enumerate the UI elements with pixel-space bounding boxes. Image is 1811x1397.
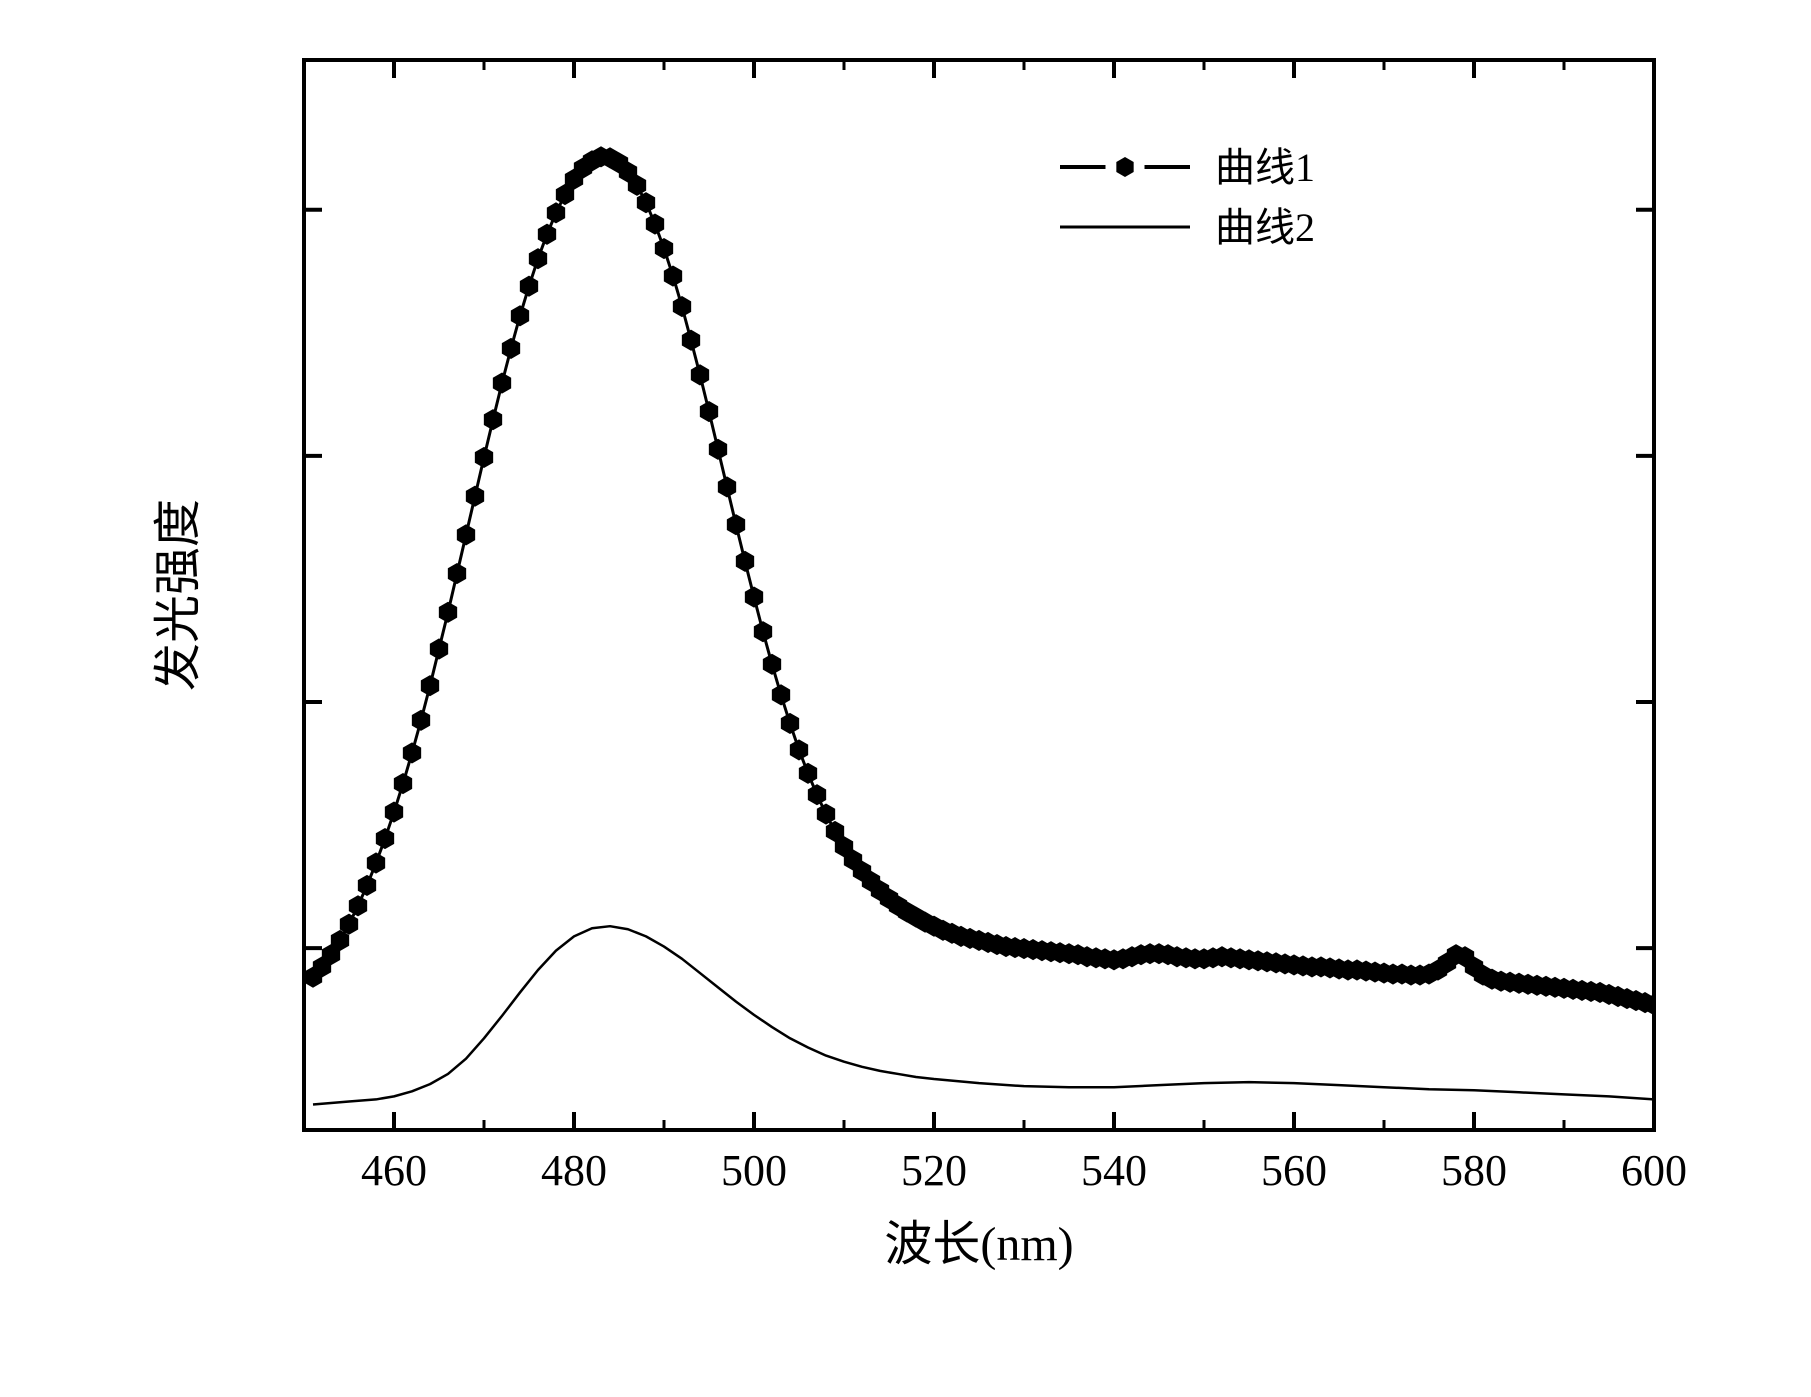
series-marker [394,774,411,794]
series-marker [709,439,726,459]
x-tick-label: 520 [901,1146,967,1195]
series-marker [421,676,438,696]
series-marker [727,515,744,535]
y-axis-label: 发光强度 [152,499,205,691]
series-marker [628,175,645,195]
series-marker [745,587,762,607]
series-marker [682,330,699,350]
series-marker [502,338,519,358]
series-marker [763,654,780,674]
series-marker [700,402,717,422]
series-marker [520,276,537,296]
series-marker [457,525,474,545]
series-marker [646,214,663,234]
series-marker [349,896,366,916]
x-tick-label: 580 [1441,1146,1507,1195]
series-marker [439,602,456,622]
series-marker [412,710,429,730]
series-marker [466,486,483,506]
series-marker [385,802,402,822]
series-marker [664,266,681,286]
series-marker [511,306,528,326]
chart-container: 460 480 500 520 540 560 580 600 波长(nm) 发光强度 曲线1 曲线2 [0,0,1811,1397]
x-tick-label: 540 [1081,1146,1147,1195]
series-marker [538,224,555,244]
series-marker [673,297,690,317]
spectrum-chart: 460 480 500 520 540 560 580 600 波长(nm) 发光强度 曲线1 曲线2 [0,0,1811,1397]
series-marker [529,249,546,269]
series-marker [637,193,654,213]
series-marker [475,447,492,467]
legend-label: 曲线1 [1215,145,1315,190]
series-marker [403,743,420,763]
series-marker [799,763,816,783]
x-tick-label: 500 [721,1146,787,1195]
x-tick-label: 480 [541,1146,607,1195]
series-marker [547,203,564,223]
series-marker [817,804,834,824]
legend-label: 曲线2 [1215,205,1315,250]
x-tick-label: 460 [361,1146,427,1195]
series-marker [736,551,753,571]
series-marker [493,373,510,393]
series-marker [718,477,735,497]
x-tick-label: 560 [1261,1146,1327,1195]
series-marker [808,785,825,805]
series-marker [655,239,672,259]
series-marker [358,875,375,895]
series-marker [367,853,384,873]
series-marker [781,713,798,733]
x-axis-label: 波长(nm) [884,1218,1073,1271]
series-marker [754,622,771,642]
series-marker [340,914,357,934]
series-marker [691,365,708,385]
series-marker [430,639,447,659]
series-marker [790,740,807,760]
series-marker [376,829,393,849]
series-marker [331,930,348,950]
series-marker [772,685,789,705]
series-marker [484,410,501,430]
x-tick-label: 600 [1621,1146,1687,1195]
series-marker [448,564,465,584]
